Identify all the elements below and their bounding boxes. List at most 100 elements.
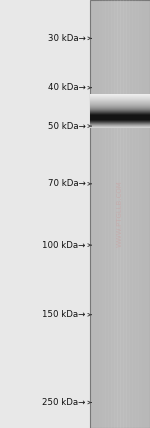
Text: 250 kDa→: 250 kDa→ xyxy=(42,398,86,407)
Bar xyxy=(90,101,150,102)
Bar xyxy=(90,108,150,109)
Bar xyxy=(90,110,150,111)
Bar xyxy=(96,0,100,428)
Bar xyxy=(90,113,150,114)
Text: WWW.PTGLLB.COM: WWW.PTGLLB.COM xyxy=(117,181,123,247)
Bar xyxy=(90,108,150,109)
Bar xyxy=(90,100,150,101)
Bar xyxy=(90,123,150,124)
Bar xyxy=(90,114,150,115)
Bar xyxy=(90,116,150,117)
Bar xyxy=(90,117,150,118)
Bar xyxy=(90,104,150,105)
Bar xyxy=(90,105,150,106)
Bar xyxy=(90,124,150,125)
Bar xyxy=(90,101,150,102)
Bar xyxy=(90,110,150,111)
Bar xyxy=(90,99,150,100)
Bar xyxy=(90,111,150,112)
Bar xyxy=(90,126,150,127)
Bar xyxy=(90,112,150,113)
Bar xyxy=(141,0,145,428)
Bar xyxy=(90,94,150,95)
Bar xyxy=(90,107,150,108)
Bar xyxy=(90,100,150,101)
Bar xyxy=(144,0,148,428)
Bar xyxy=(123,0,127,428)
Text: 70 kDa→: 70 kDa→ xyxy=(48,179,85,188)
Bar xyxy=(90,121,150,122)
Bar xyxy=(90,122,150,123)
Bar xyxy=(90,97,150,98)
Text: 50 kDa→: 50 kDa→ xyxy=(48,122,85,131)
Bar xyxy=(90,114,150,115)
Bar xyxy=(90,112,150,113)
Bar xyxy=(90,95,150,96)
Bar xyxy=(138,0,142,428)
Bar xyxy=(90,120,150,121)
Text: 30 kDa→: 30 kDa→ xyxy=(48,34,85,43)
Bar xyxy=(90,123,150,124)
Bar xyxy=(90,94,150,95)
Bar xyxy=(90,107,150,108)
Bar xyxy=(90,102,150,103)
Bar xyxy=(90,118,150,119)
Bar xyxy=(90,122,150,123)
Bar xyxy=(90,113,150,114)
Bar xyxy=(90,127,150,128)
Bar xyxy=(90,111,150,112)
Bar xyxy=(90,120,150,121)
Bar xyxy=(90,102,150,103)
Bar xyxy=(90,109,150,110)
Bar xyxy=(90,123,150,124)
Bar xyxy=(90,98,150,99)
Bar xyxy=(90,96,150,97)
Bar xyxy=(90,119,150,120)
Bar xyxy=(90,123,150,124)
Text: 150 kDa→: 150 kDa→ xyxy=(42,310,86,319)
Bar xyxy=(90,108,150,109)
Bar xyxy=(90,96,150,97)
Bar xyxy=(90,124,150,125)
Bar xyxy=(90,95,150,96)
Bar xyxy=(90,94,150,95)
Bar xyxy=(90,125,150,126)
Bar xyxy=(90,124,150,125)
Bar xyxy=(90,106,150,107)
Bar xyxy=(90,112,150,113)
Bar xyxy=(129,0,133,428)
Bar xyxy=(90,98,150,99)
Bar xyxy=(90,117,150,118)
Text: 100 kDa→: 100 kDa→ xyxy=(42,241,86,250)
Bar xyxy=(90,119,150,120)
Bar xyxy=(90,99,150,100)
Bar xyxy=(90,109,150,110)
Bar xyxy=(90,116,150,117)
Bar xyxy=(135,0,139,428)
Bar xyxy=(90,107,150,108)
Bar xyxy=(90,0,150,428)
Bar xyxy=(90,98,150,99)
Bar xyxy=(90,121,150,122)
Bar xyxy=(90,106,150,107)
Bar xyxy=(147,0,150,428)
Bar xyxy=(90,121,150,122)
Bar xyxy=(90,127,150,128)
Bar xyxy=(90,94,150,95)
Bar xyxy=(90,127,150,128)
Bar xyxy=(90,118,150,119)
Bar xyxy=(90,109,150,110)
Bar xyxy=(90,112,150,113)
Bar xyxy=(90,105,150,106)
Bar xyxy=(90,105,150,106)
Bar xyxy=(90,108,150,109)
Bar xyxy=(90,106,150,107)
Bar xyxy=(90,97,150,98)
Bar xyxy=(90,105,150,106)
Bar xyxy=(90,100,150,101)
Bar xyxy=(90,104,150,105)
Bar xyxy=(90,101,150,102)
Bar xyxy=(90,116,150,117)
Bar xyxy=(90,116,150,117)
Bar xyxy=(90,126,150,127)
